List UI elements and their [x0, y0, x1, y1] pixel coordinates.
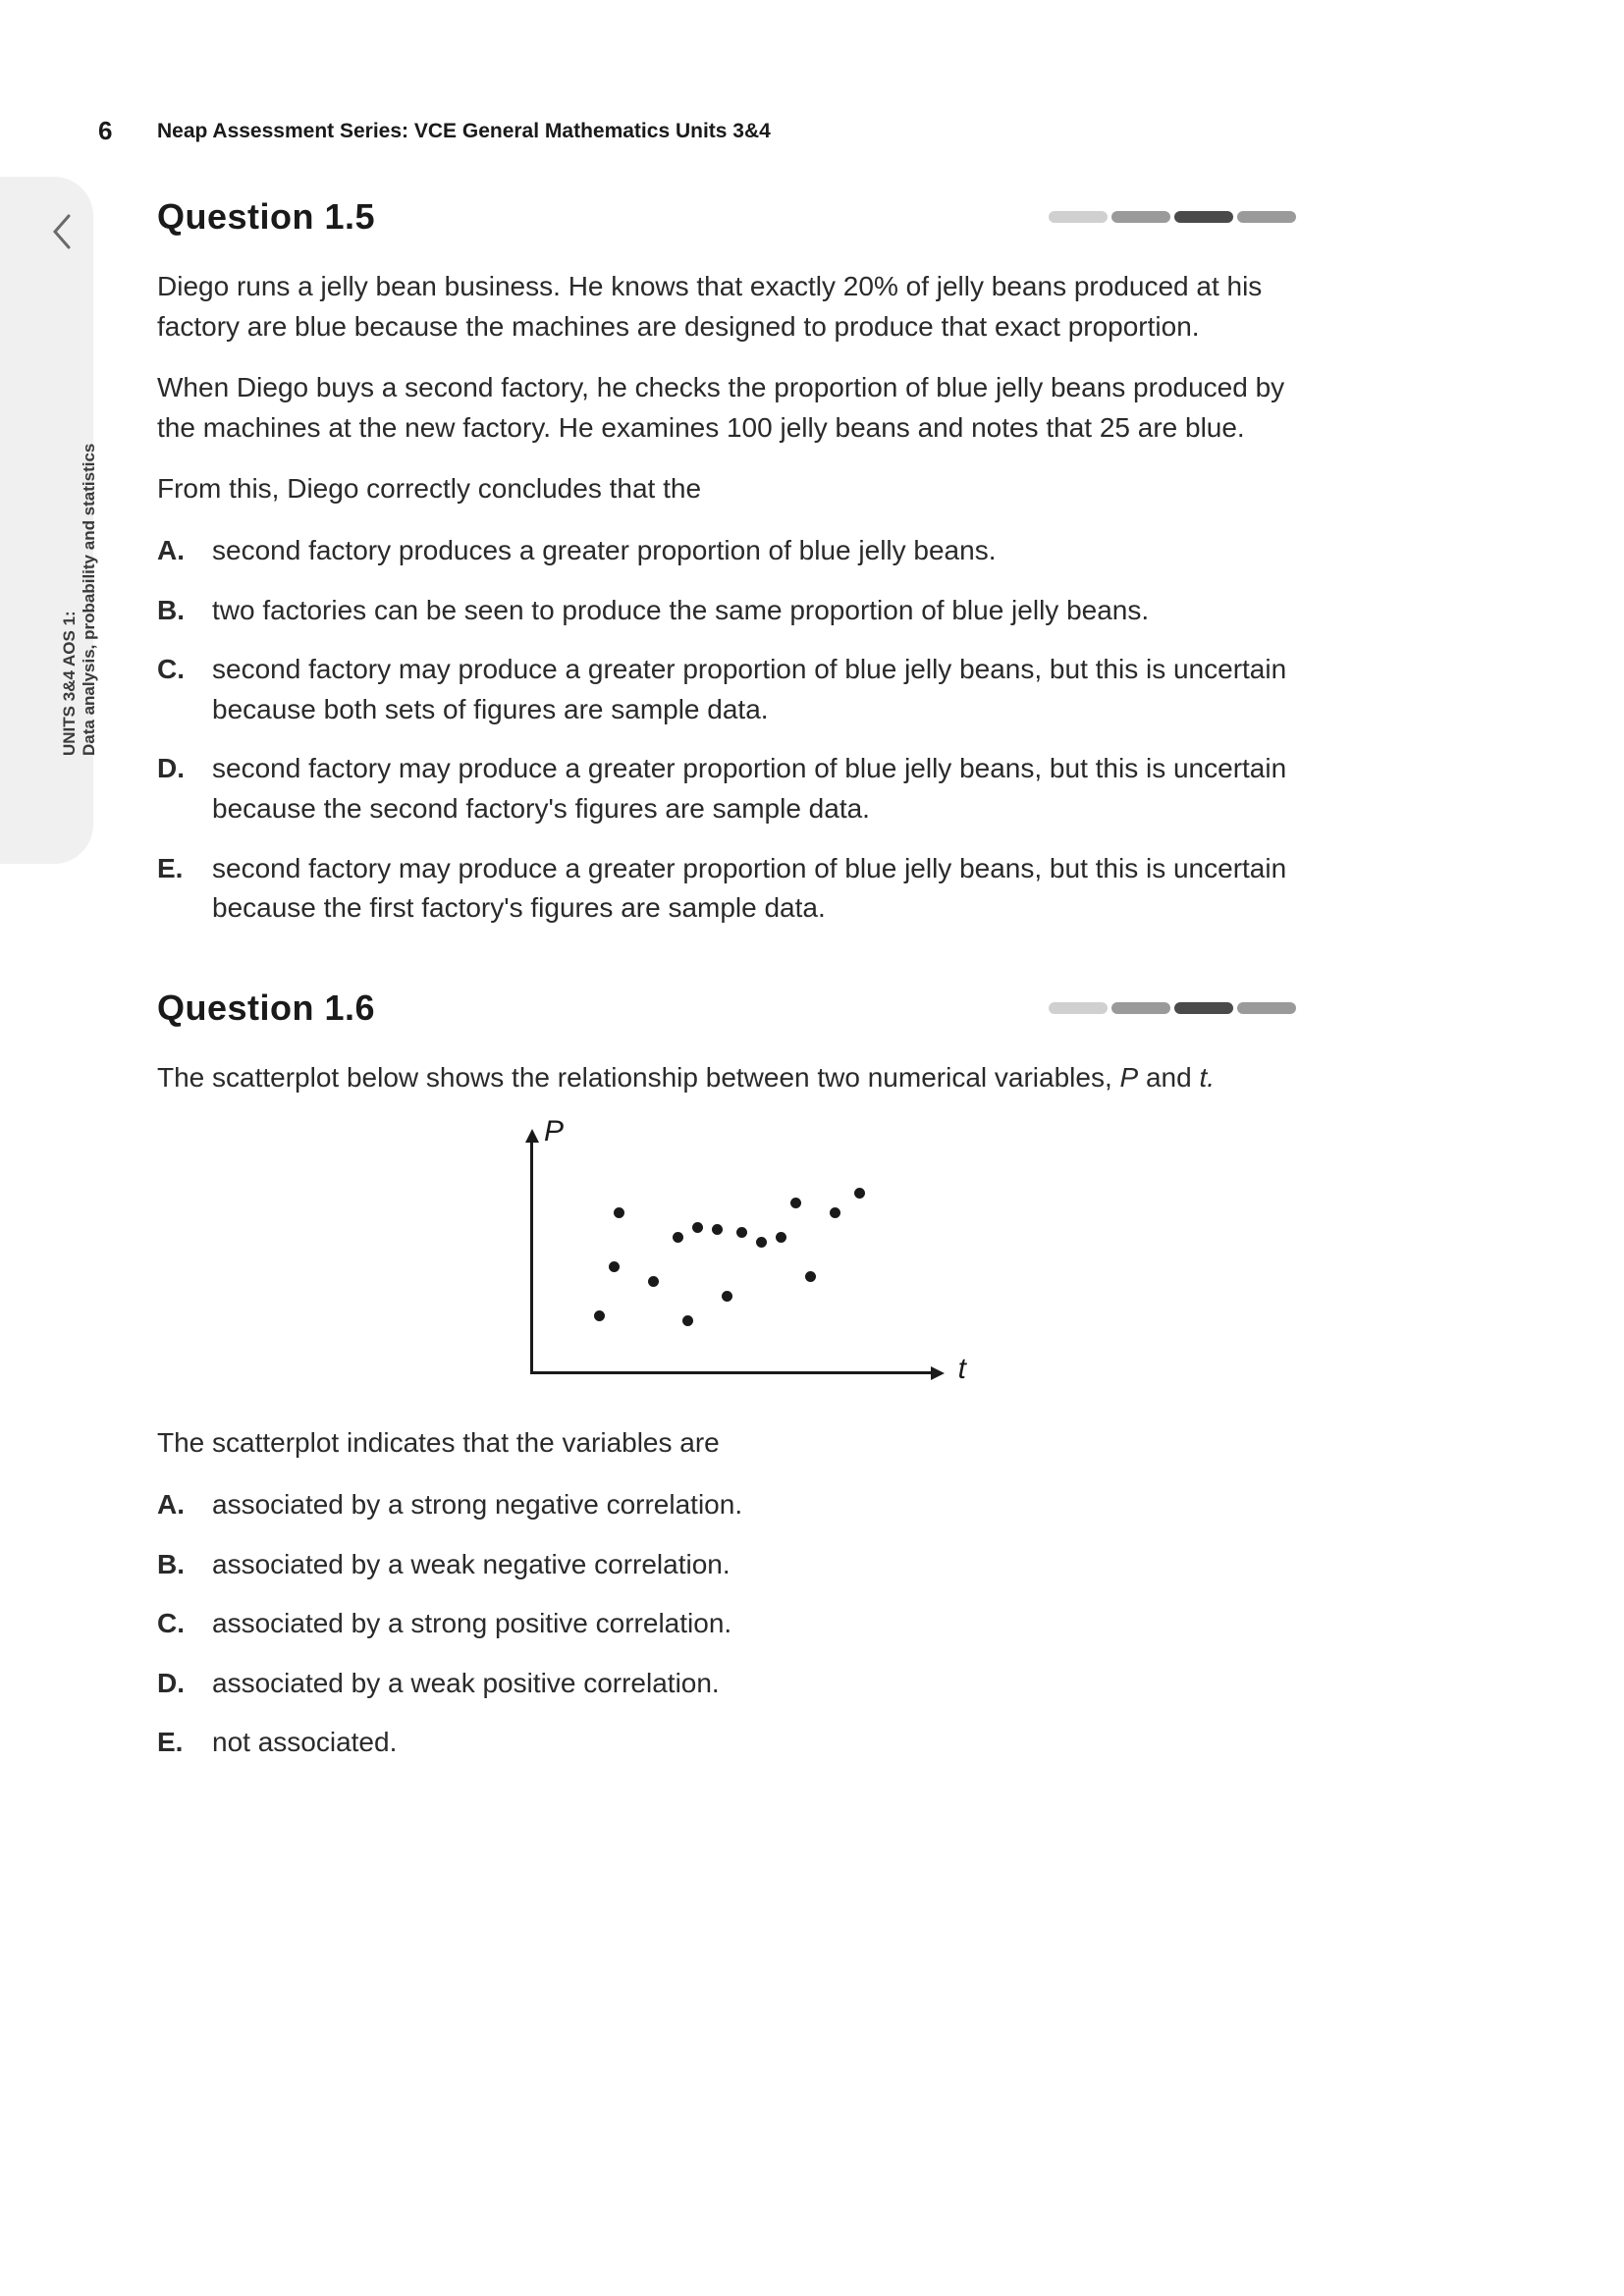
difficulty-segment [1049, 211, 1108, 223]
x-axis [530, 1371, 933, 1374]
scatter-point [756, 1237, 767, 1248]
option-text: not associated. [212, 1723, 1296, 1763]
option-label: B. [157, 591, 190, 631]
option-e[interactable]: E. not associated. [157, 1723, 1296, 1763]
scatterplot: P t [501, 1119, 952, 1394]
option-label: D. [157, 749, 190, 828]
arrow-right-icon [931, 1366, 945, 1380]
variable-t: t. [1199, 1062, 1215, 1093]
option-text: associated by a strong positive correlat… [212, 1604, 1296, 1644]
paragraph: Diego runs a jelly bean business. He kno… [157, 267, 1296, 347]
question-1-5: Question 1.5 Diego runs a jelly bean bus… [157, 196, 1296, 929]
y-axis-label: P [544, 1115, 564, 1148]
question-header: Question 1.6 [157, 988, 1296, 1029]
option-label: A. [157, 531, 190, 571]
paragraph: The scatterplot indicates that the varia… [157, 1423, 1296, 1464]
running-header: Neap Assessment Series: VCE General Math… [157, 120, 771, 143]
scatter-point [594, 1310, 605, 1321]
scatterplot-container: P t [157, 1119, 1296, 1394]
option-label: C. [157, 1604, 190, 1644]
scatter-point [609, 1261, 620, 1272]
scatter-point [692, 1222, 703, 1233]
arrow-up-icon [525, 1129, 539, 1143]
option-text: second factory produces a greater propor… [212, 531, 1296, 571]
paragraph: The scatterplot below shows the relation… [157, 1058, 1296, 1098]
option-a[interactable]: A. associated by a strong negative correl… [157, 1485, 1296, 1525]
variable-p: P [1120, 1062, 1139, 1093]
option-text: second factory may produce a greater pro… [212, 749, 1296, 828]
question-title: Question 1.5 [157, 196, 375, 238]
difficulty-segment [1237, 1002, 1296, 1014]
option-text: associated by a weak negative correlatio… [212, 1545, 1296, 1585]
scatter-point [682, 1315, 693, 1326]
scatter-point [614, 1207, 624, 1218]
scatter-point [712, 1224, 723, 1235]
option-c[interactable]: C. second factory may produce a greater p… [157, 650, 1296, 729]
option-label: D. [157, 1664, 190, 1704]
difficulty-indicator [1049, 211, 1296, 223]
y-axis [530, 1139, 533, 1374]
option-c[interactable]: C. associated by a strong positive correl… [157, 1604, 1296, 1644]
scatter-point [776, 1232, 786, 1243]
side-label-2: Data analysis, probability and statistic… [79, 444, 100, 756]
difficulty-segment [1049, 1002, 1108, 1014]
option-d[interactable]: D. associated by a weak positive correlat… [157, 1664, 1296, 1704]
question-title: Question 1.6 [157, 988, 375, 1029]
option-b[interactable]: B. two factories can be seen to produce t… [157, 591, 1296, 631]
option-label: C. [157, 650, 190, 729]
x-axis-label: t [958, 1353, 966, 1386]
option-text: second factory may produce a greater pro… [212, 650, 1296, 729]
option-label: E. [157, 1723, 190, 1763]
paragraph: From this, Diego correctly concludes tha… [157, 469, 1296, 509]
text: and [1138, 1062, 1199, 1093]
difficulty-segment [1174, 211, 1233, 223]
page-number: 6 [98, 116, 112, 146]
option-text: associated by a strong negative correlat… [212, 1485, 1296, 1525]
scatter-point [736, 1227, 747, 1238]
option-d[interactable]: D. second factory may produce a greater p… [157, 749, 1296, 828]
option-label: B. [157, 1545, 190, 1585]
option-text: two factories can be seen to produce the… [212, 591, 1296, 631]
scatter-point [805, 1271, 816, 1282]
options-list: A. associated by a strong negative correl… [157, 1485, 1296, 1763]
paragraph: When Diego buys a second factory, he che… [157, 368, 1296, 448]
scatter-point [673, 1232, 683, 1243]
side-label-1: UNITS 3&4 AOS 1: [59, 611, 81, 756]
difficulty-indicator [1049, 1002, 1296, 1014]
option-text: second factory may produce a greater pro… [212, 849, 1296, 929]
content-area: Question 1.5 Diego runs a jelly bean bus… [157, 196, 1296, 1822]
scatter-point [854, 1188, 865, 1199]
scatter-point [648, 1276, 659, 1287]
text: The scatterplot below shows the relation… [157, 1062, 1120, 1093]
question-1-6: Question 1.6 The scatterplot below shows… [157, 988, 1296, 1763]
option-b[interactable]: B. associated by a weak negative correlat… [157, 1545, 1296, 1585]
chevron-left-icon [51, 214, 73, 249]
difficulty-segment [1237, 211, 1296, 223]
difficulty-segment [1111, 211, 1170, 223]
options-list: A. second factory produces a greater prop… [157, 531, 1296, 929]
option-e[interactable]: E. second factory may produce a greater p… [157, 849, 1296, 929]
difficulty-segment [1174, 1002, 1233, 1014]
scatter-point [830, 1207, 840, 1218]
option-label: A. [157, 1485, 190, 1525]
option-a[interactable]: A. second factory produces a greater prop… [157, 531, 1296, 571]
scatter-point [722, 1291, 732, 1302]
scatter-point [790, 1198, 801, 1208]
option-text: associated by a weak positive correlatio… [212, 1664, 1296, 1704]
question-header: Question 1.5 [157, 196, 1296, 238]
difficulty-segment [1111, 1002, 1170, 1014]
option-label: E. [157, 849, 190, 929]
